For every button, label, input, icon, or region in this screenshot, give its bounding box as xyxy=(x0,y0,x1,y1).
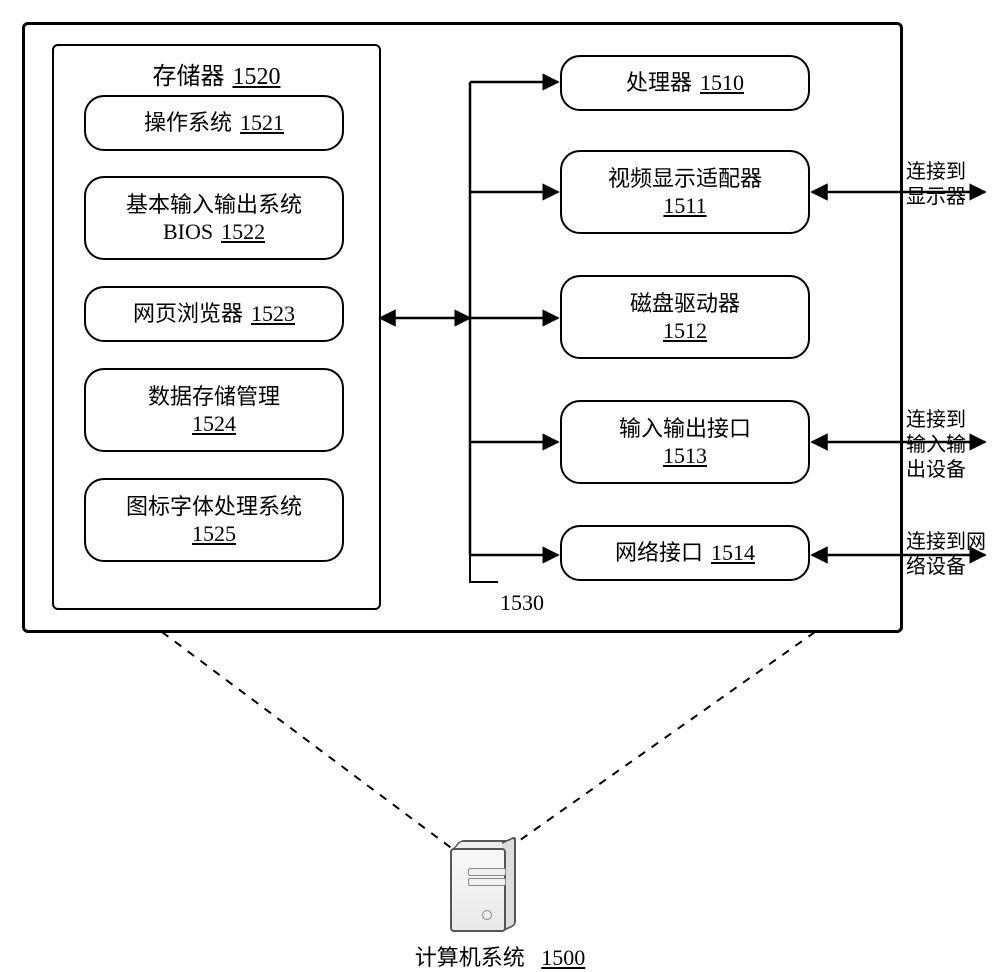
label: 视频显示适配器 xyxy=(608,165,762,193)
ref: 1513 xyxy=(663,442,707,470)
ref: 1524 xyxy=(192,410,236,438)
ref: 1525 xyxy=(192,520,236,548)
label: 处理器 xyxy=(626,69,692,97)
bus-ref-text: 1530 xyxy=(500,590,544,615)
memory-item-datastore: 数据存储管理 1524 xyxy=(84,368,344,452)
ext-label-io: 连接到输入输出设备 xyxy=(906,408,966,483)
ext-text: 连接到网络设备 xyxy=(906,531,986,578)
block-video-adapter: 视频显示适配器 1511 xyxy=(560,150,810,234)
ref: 1510 xyxy=(700,69,744,97)
bus-ref-label: 1530 xyxy=(500,590,544,616)
ref: 1514 xyxy=(711,539,755,567)
block-disk-drive: 磁盘驱动器 1512 xyxy=(560,275,810,359)
ext-label-network: 连接到网络设备 xyxy=(906,530,986,580)
memory-item-bios: 基本输入输出系统 BIOS 1522 xyxy=(84,176,344,260)
caption: 计算机系统 1500 xyxy=(0,940,1000,972)
block-processor: 处理器 1510 xyxy=(560,55,810,111)
memory-item-browser: 网页浏览器 1523 xyxy=(84,286,344,342)
memory-label: 存储器 xyxy=(153,56,225,91)
ext-text: 连接到显示器 xyxy=(906,161,966,208)
block-network-interface: 网络接口 1514 xyxy=(560,525,810,581)
ref: 1522 xyxy=(221,218,265,246)
ref: 1512 xyxy=(663,317,707,345)
label: 图标字体处理系统 xyxy=(126,493,302,521)
label: 网络接口 xyxy=(615,539,703,567)
label: 网页浏览器 xyxy=(133,300,243,328)
ext-label-display: 连接到显示器 xyxy=(906,160,966,210)
label2: BIOS xyxy=(163,218,213,246)
ref: 1511 xyxy=(663,192,706,220)
caption-label: 计算机系统 xyxy=(415,945,525,970)
memory-item-os: 操作系统 1521 xyxy=(84,95,344,151)
ref: 1521 xyxy=(240,109,284,137)
ref: 1523 xyxy=(251,300,295,328)
memory-item-iconfont: 图标字体处理系统 1525 xyxy=(84,478,344,562)
label: 磁盘驱动器 xyxy=(630,290,740,318)
ext-text: 连接到输入输出设备 xyxy=(906,409,966,481)
caption-ref: 1500 xyxy=(541,945,585,970)
label: 数据存储管理 xyxy=(148,383,280,411)
memory-ref: 1520 xyxy=(233,64,281,91)
server-icon xyxy=(442,840,518,936)
memory-title: 存储器 1520 xyxy=(54,56,379,91)
label: 操作系统 xyxy=(144,109,232,137)
block-io-interface: 输入输出接口 1513 xyxy=(560,400,810,484)
label: 基本输入输出系统 xyxy=(126,191,302,219)
label: 输入输出接口 xyxy=(619,415,751,443)
